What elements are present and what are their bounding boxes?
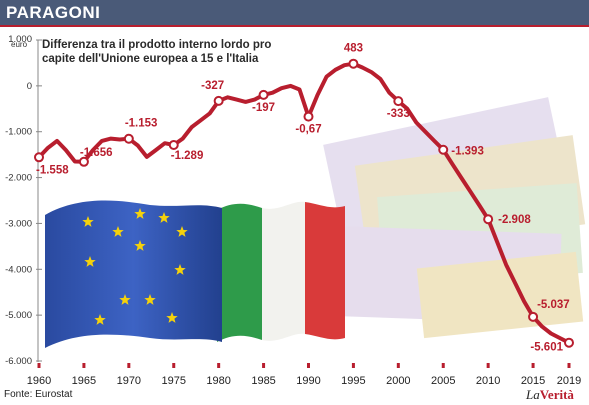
- data-label: -5.037: [537, 299, 570, 311]
- x-tick-label: 1970: [117, 375, 141, 387]
- x-tick-label: 2010: [476, 375, 500, 387]
- x-tick-label: 1980: [206, 375, 230, 387]
- eu-star-icon: [174, 264, 186, 275]
- x-tick-label: 2000: [386, 375, 410, 387]
- data-point-marker: [123, 133, 134, 144]
- data-label: -0,67: [295, 124, 321, 136]
- logo-part2: Verità: [539, 387, 574, 402]
- data-point-marker: [438, 144, 449, 155]
- data-point-marker: [528, 311, 539, 322]
- eu-star-icon: [166, 312, 178, 323]
- data-point-marker: [303, 111, 314, 122]
- eu-star-icon: [84, 256, 96, 267]
- eu-flag-stars: [82, 208, 188, 325]
- y-tick-label: -1.000: [5, 127, 32, 138]
- logo-part1: La: [526, 387, 540, 402]
- eu-star-icon: [176, 226, 188, 237]
- data-point-marker: [34, 152, 44, 163]
- x-tick-label: 2015: [521, 375, 545, 387]
- eu-flag-image: [45, 200, 222, 348]
- x-tick-mark: [567, 363, 571, 368]
- euro-banknotes-image: [323, 97, 586, 339]
- x-axis: 1960 1965 1970 1975 1980 1985 1990 1995 2000 2005…: [27, 363, 581, 387]
- data-point-marker: [168, 139, 179, 150]
- x-tick-mark: [351, 363, 355, 368]
- data-label: -1.656: [80, 147, 113, 159]
- data-points: -1.558 -1.656 -1.153 -1.289 -327 -197 -0,67 483…: [34, 43, 574, 354]
- x-tick-label: 2005: [431, 375, 455, 387]
- publisher-logo: LaVerità: [526, 387, 574, 403]
- eu-star-icon: [134, 208, 146, 219]
- x-tick-mark: [262, 363, 266, 368]
- x-tick-label: 1995: [341, 375, 365, 387]
- x-tick-label: 1975: [162, 375, 186, 387]
- x-tick-label: 1985: [251, 375, 275, 387]
- data-point-marker: [564, 337, 574, 348]
- x-tick-label: 1960: [27, 375, 51, 387]
- y-tick-label: -5.000: [5, 310, 32, 321]
- data-label: -1.153: [125, 118, 158, 130]
- y-axis-unit: euro: [11, 40, 28, 49]
- data-point-marker: [348, 58, 359, 69]
- x-tick-mark: [172, 363, 176, 368]
- y-tick-label: -4.000: [5, 264, 32, 275]
- eu-star-icon: [82, 216, 94, 227]
- y-tick-label: -2.000: [5, 173, 32, 184]
- x-tick-label: 2019: [557, 375, 581, 387]
- x-tick-label: 1965: [72, 375, 96, 387]
- eu-star-icon: [158, 212, 170, 223]
- data-label: 483: [344, 43, 363, 55]
- data-point-marker: [258, 89, 269, 100]
- data-label: -1.393: [451, 146, 484, 158]
- x-tick-mark: [217, 363, 221, 368]
- x-tick-mark: [37, 363, 41, 368]
- data-point-marker: [483, 214, 494, 225]
- source-note: Fonte: Eurostat: [4, 389, 73, 400]
- data-label: -1.289: [171, 150, 204, 162]
- y-tick-label: 1.000: [8, 34, 32, 45]
- x-tick-mark: [82, 363, 86, 368]
- x-tick-mark: [531, 363, 535, 368]
- x-tick-mark: [127, 363, 131, 368]
- data-label: -5.601: [530, 342, 563, 354]
- header-divider: [0, 25, 589, 27]
- y-axis: 1.000 0 -1.000 -2.000 -3.000 -4.000 -5.000 -6.0…: [5, 34, 42, 367]
- eu-star-icon: [112, 226, 124, 237]
- x-tick-mark: [396, 363, 400, 368]
- data-point-marker: [393, 96, 404, 107]
- page-title: PARAGONI: [6, 3, 101, 22]
- x-tick-mark: [486, 363, 490, 368]
- data-label: -197: [252, 102, 275, 114]
- x-tick-mark: [441, 363, 445, 368]
- eu-star-icon: [119, 294, 131, 305]
- data-point-marker: [213, 95, 224, 106]
- data-point-marker: [78, 156, 89, 167]
- data-label: -2.908: [498, 214, 531, 226]
- data-label: -333: [387, 108, 410, 120]
- y-tick-label: 0: [27, 81, 32, 92]
- data-label: -327: [201, 80, 224, 92]
- eu-star-icon: [144, 294, 156, 305]
- x-tick-mark: [306, 363, 310, 368]
- chart-title: Differenza tra il prodotto interno lordo…: [42, 39, 272, 65]
- eu-star-icon: [134, 240, 146, 251]
- y-tick-label: -6.000: [5, 356, 32, 367]
- data-label: -1.558: [36, 164, 69, 176]
- y-tick-label: -3.000: [5, 218, 32, 229]
- eu-star-icon: [94, 314, 106, 325]
- x-tick-label: 1990: [296, 375, 320, 387]
- header-bar: PARAGONI: [0, 0, 589, 25]
- italian-flag-image: [217, 201, 345, 342]
